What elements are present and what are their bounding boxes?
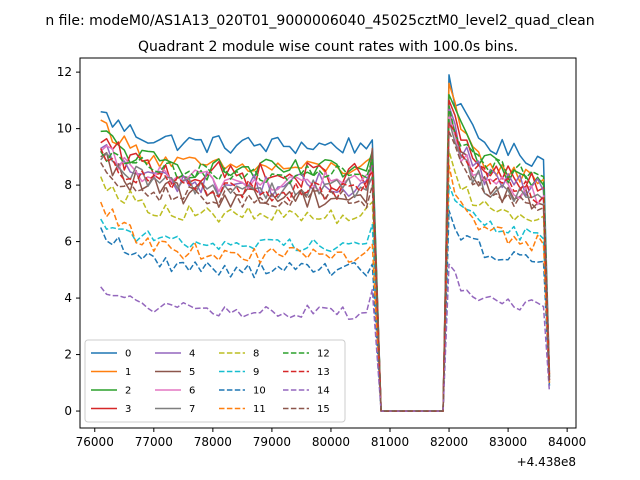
x-offset-label: +4.438e8 [517, 455, 576, 469]
series-line-13 [100, 122, 551, 412]
legend-label-4: 4 [189, 349, 195, 360]
legend-label-8: 8 [253, 349, 259, 360]
series-line-6 [100, 113, 551, 412]
x-tick-label: 79000 [253, 435, 291, 449]
legend-label-6: 6 [189, 386, 195, 397]
legend-label-11: 11 [253, 404, 266, 415]
legend-label-12: 12 [317, 349, 330, 360]
series-layer [100, 74, 551, 412]
legend-label-0: 0 [125, 349, 131, 360]
axes-frame [79, 57, 577, 429]
figure-suptitle: n file: modeM0/AS1A13_020T01_9000006040_… [45, 13, 594, 29]
legend-box [84, 339, 346, 423]
y-tick-label: 6 [64, 235, 72, 249]
x-tick-label: 81000 [371, 435, 409, 449]
series-line-9 [100, 184, 551, 412]
y-tick-label: 0 [64, 404, 72, 418]
x-tick-label: 84000 [548, 435, 586, 449]
x-tick-label: 78000 [194, 435, 232, 449]
y-tick-label: 4 [64, 291, 72, 305]
series-line-3 [100, 99, 551, 412]
legend-label-10: 10 [253, 386, 266, 397]
legend-label-1: 1 [125, 367, 131, 378]
legend-label-13: 13 [317, 367, 330, 378]
x-tick-label: 76000 [76, 435, 114, 449]
y-axis: 0 2 4 6 8 10 12 [57, 65, 80, 418]
legend-label-5: 5 [189, 367, 195, 378]
x-tick-label: 83000 [489, 435, 527, 449]
legend-label-9: 9 [253, 367, 259, 378]
legend-label-3: 3 [125, 404, 131, 415]
series-line-0 [100, 74, 551, 412]
x-tick-label: 80000 [312, 435, 350, 449]
series-line-8 [100, 150, 551, 412]
y-tick-label: 2 [64, 348, 72, 362]
y-tick-label: 10 [57, 122, 72, 136]
y-tick-label: 8 [64, 178, 72, 192]
legend-label-7: 7 [189, 404, 195, 415]
x-tick-label: 82000 [430, 435, 468, 449]
legend-label-2: 2 [125, 386, 131, 397]
series-line-10 [100, 209, 551, 412]
x-axis: 76000 77000 78000 79000 80000 81000 82000 83000… [76, 428, 586, 449]
y-tick-label: 12 [57, 65, 72, 79]
series-line-12 [100, 105, 551, 412]
series-line-15 [100, 130, 551, 412]
chart-title: Quadrant 2 module wise count rates with … [138, 39, 518, 55]
series-line-14 [100, 263, 551, 412]
legend-label-14: 14 [317, 386, 330, 397]
legend-label-15: 15 [317, 404, 330, 415]
x-tick-label: 77000 [135, 435, 173, 449]
